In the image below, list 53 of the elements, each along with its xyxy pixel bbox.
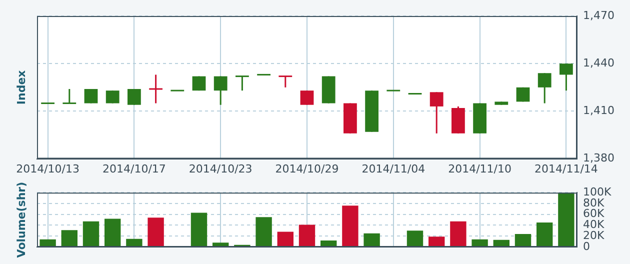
- x-tick-label: 2014/11/14: [534, 162, 598, 176]
- y-tick-label: 60K: [583, 207, 605, 220]
- y-tick-label: 0: [583, 240, 590, 253]
- bar: [148, 218, 164, 246]
- y-tick-label: 80K: [583, 196, 605, 210]
- candlestick: [214, 76, 228, 106]
- bar: [277, 232, 294, 246]
- y-tick-label: 1,380: [583, 152, 614, 165]
- bar: [493, 240, 510, 246]
- bar: [450, 221, 466, 246]
- bar: [256, 217, 272, 246]
- bar: [61, 230, 78, 246]
- candlestick: [300, 90, 314, 106]
- y-tick-label: 100K: [583, 185, 612, 198]
- y-tick-label: 20K: [583, 228, 605, 242]
- x-tick-label: 2014/10/13: [16, 162, 80, 176]
- candlestick: [128, 88, 141, 106]
- y-tick-label: 1,470: [583, 8, 614, 22]
- bar: [298, 224, 316, 246]
- bar: [40, 239, 56, 246]
- candlestick: [234, 76, 250, 92]
- y-axis-title: Volume(shr): [14, 182, 28, 258]
- bar: [190, 212, 208, 246]
- bar: [406, 230, 424, 246]
- bar: [104, 218, 121, 246]
- candlestick: [84, 88, 98, 104]
- x-tick-label: 2014/10/23: [188, 162, 252, 176]
- bar: [558, 192, 574, 246]
- x-tick-label: 2014/11/04: [362, 162, 426, 176]
- candlestick: [430, 91, 444, 134]
- bar: [212, 242, 229, 246]
- candlestick: [106, 90, 120, 104]
- y-tick-label: 1,440: [583, 56, 614, 70]
- x-tick-label: 2014/10/17: [102, 162, 166, 176]
- bar: [126, 238, 142, 246]
- y-axis-title: Index: [14, 70, 28, 105]
- bar: [428, 236, 445, 246]
- y-tick-label: 40K: [583, 218, 605, 232]
- x-tick-label: 2014/11/10: [448, 162, 512, 176]
- y-tick-label: 1,410: [583, 104, 614, 118]
- bar: [472, 239, 488, 246]
- bar: [536, 222, 553, 246]
- x-tick-label: 2014/10/29: [275, 162, 339, 176]
- bar: [82, 221, 100, 246]
- bar: [514, 234, 532, 246]
- candlestick: [278, 76, 293, 88]
- bar: [342, 206, 358, 246]
- candlestick: [62, 88, 77, 104]
- candlestick: [560, 62, 573, 92]
- bar: [364, 233, 380, 246]
- candlestick: [538, 72, 552, 104]
- candlestick: [148, 74, 164, 104]
- bar: [320, 240, 337, 246]
